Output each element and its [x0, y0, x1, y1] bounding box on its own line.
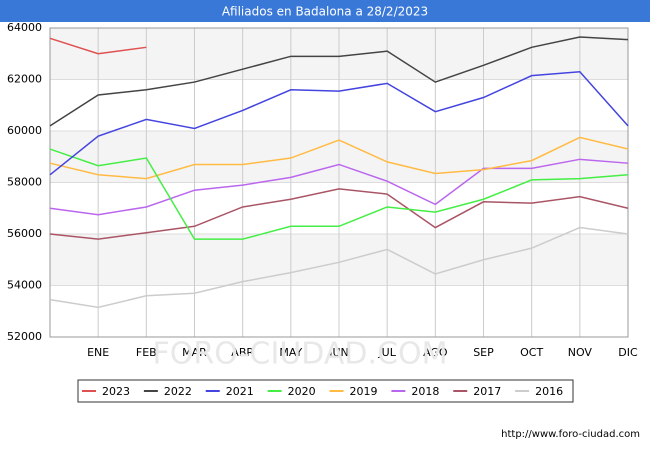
y-tick-label: 60000 — [7, 124, 42, 137]
chart-title: Afiliados en Badalona a 28/2/2023 — [222, 5, 428, 19]
x-tick-label: MAY — [279, 346, 302, 359]
legend-label: 2017 — [473, 385, 501, 398]
series-line — [49, 37, 147, 55]
legend-label: 2021 — [226, 385, 254, 398]
x-tick-label: ENE — [87, 346, 109, 359]
legend-label: 2019 — [350, 385, 378, 398]
y-tick-label: 52000 — [7, 330, 42, 343]
series-line — [49, 148, 629, 240]
x-tick-label: OCT — [520, 346, 543, 359]
legend-label: 2016 — [535, 385, 563, 398]
series-line — [49, 70, 629, 176]
series-line — [49, 36, 629, 127]
legend-box — [77, 379, 574, 403]
legend-label: 2018 — [411, 385, 439, 398]
y-tick-label: 64000 — [7, 21, 42, 34]
legend-label: 2022 — [164, 385, 192, 398]
series-line — [49, 158, 629, 216]
x-tick-label: JUL — [377, 346, 396, 359]
x-tick-label: DIC — [618, 346, 638, 359]
legend-label: 2020 — [288, 385, 316, 398]
x-tick-label: ABR — [231, 346, 254, 359]
title-bar — [0, 0, 650, 22]
series-line — [49, 188, 629, 240]
plot-border — [49, 27, 629, 338]
x-tick-label: JUN — [328, 346, 349, 359]
watermark: FORO-CIUDAD.COM — [153, 337, 448, 372]
series-line — [49, 136, 629, 180]
x-tick-label: MAR — [182, 346, 207, 359]
x-tick-label: SEP — [473, 346, 494, 359]
x-tick-label: NOV — [568, 346, 593, 359]
x-tick-label: FEB — [136, 346, 157, 359]
y-tick-label: 56000 — [7, 227, 42, 240]
series-line — [49, 226, 629, 309]
x-tick-label: AGO — [423, 346, 448, 359]
y-tick-label: 58000 — [7, 176, 42, 189]
y-tick-label: 62000 — [7, 73, 42, 86]
footer: http://www.foro-ciudad.com — [501, 429, 640, 440]
legend-label: 2023 — [102, 385, 130, 398]
y-tick-label: 54000 — [7, 279, 42, 292]
